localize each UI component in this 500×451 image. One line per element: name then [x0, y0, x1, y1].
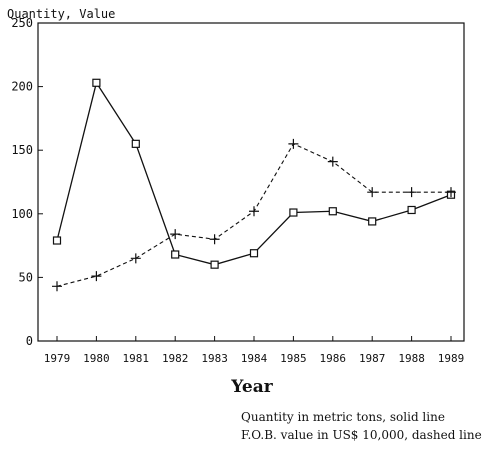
- value-point: [327, 156, 338, 167]
- x-tick-label: 1988: [398, 352, 425, 365]
- x-tick-label: 1982: [162, 352, 189, 365]
- y-tick-label: 200: [11, 80, 33, 94]
- x-tick-label: 1980: [83, 352, 110, 365]
- value-note: F.O.B. value in US$ 10,000, dashed line: [241, 428, 482, 442]
- value-point: [91, 271, 102, 282]
- quantity-series-line: [56, 81, 452, 266]
- y-axis: 0 50 100 150 200 250: [11, 16, 43, 348]
- y-tick-label: 150: [11, 143, 33, 157]
- x-tick-label: 1981: [123, 352, 150, 365]
- quantity-point: [92, 78, 101, 87]
- plot-frame: [37, 22, 465, 342]
- value-point: [209, 234, 220, 245]
- value-point: [367, 187, 378, 198]
- value-point: [170, 229, 181, 240]
- quantity-note: Quantity in metric tons, solid line: [241, 410, 445, 424]
- x-tick-label: 1984: [241, 352, 268, 365]
- y-axis-label: Quantity, Value: [7, 7, 115, 21]
- x-tick-label: 1987: [359, 352, 386, 365]
- x-axis-label: Year: [230, 377, 273, 397]
- quantity-point: [328, 207, 337, 216]
- y-tick-label: 50: [19, 270, 33, 284]
- quantity-point: [210, 260, 219, 269]
- x-tick-label: 1985: [280, 352, 307, 365]
- quantity-point: [289, 208, 298, 217]
- value-point: [288, 138, 299, 149]
- value-point: [406, 187, 417, 198]
- value-point: [446, 187, 456, 198]
- x-tick-label: 1989: [438, 352, 465, 365]
- quantity-point: [52, 236, 62, 245]
- series-layer: [52, 78, 456, 292]
- x-axis: 1979 1980 1981 1982 1983 1984 1985 1986 1987 1988…: [44, 336, 465, 365]
- quantity-point: [368, 217, 377, 226]
- x-tick-label: 1983: [201, 352, 228, 365]
- value-point: [249, 206, 259, 217]
- quantity-point: [249, 249, 259, 258]
- quantity-point: [131, 139, 140, 148]
- quantity-point: [171, 250, 180, 259]
- value-point: [52, 281, 62, 292]
- y-tick-label: 250: [11, 16, 33, 30]
- y-tick-label: 100: [11, 207, 33, 221]
- x-tick-label: 1979: [44, 352, 71, 365]
- quantity-point: [407, 205, 416, 215]
- value-point: [130, 253, 141, 264]
- x-tick-label: 1986: [320, 352, 347, 365]
- y-tick-label: 0: [26, 334, 33, 348]
